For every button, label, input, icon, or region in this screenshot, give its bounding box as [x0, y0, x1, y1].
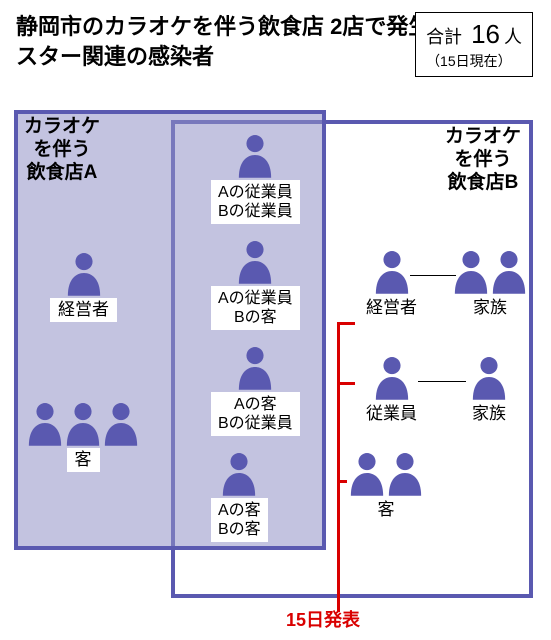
overlap-p3-label: Aの客 Bの従業員	[211, 392, 300, 436]
overlap-p1-label: Aの従業員 Bの従業員	[211, 180, 300, 224]
overlap-p4-group: Aの客 Bの客	[211, 450, 268, 542]
total-unit: 人	[504, 27, 522, 47]
announce-text: 15日発表	[286, 606, 360, 632]
label-a-text: カラオケ を伴う 飲食店A	[24, 116, 100, 183]
label-box-b: カラオケ を伴う 飲食店B	[445, 126, 521, 194]
b-owner-family-label: 家族	[465, 296, 515, 320]
overlap-p3-text: Aの客 Bの従業員	[218, 396, 293, 432]
b-employee-family-label: 家族	[464, 402, 514, 426]
a-customer-icons	[26, 400, 140, 446]
total-count: 16	[471, 19, 500, 49]
overlap-p2-text: Aの従業員 Bの客	[218, 290, 293, 326]
overlap-p2-group: Aの従業員 Bの客	[211, 238, 300, 330]
b-owner-family-icons	[452, 248, 528, 294]
label-b-text: カラオケ を伴う 飲食店B	[445, 126, 521, 193]
line-employee-family	[418, 381, 466, 382]
overlap-p4-text: Aの客 Bの客	[218, 502, 261, 538]
b-customer-label: 客	[370, 498, 403, 522]
red-h-top	[337, 322, 355, 325]
b-employee-icon	[373, 354, 411, 400]
a-owner-label: 経営者	[50, 298, 117, 322]
b-customer-group: 客	[348, 450, 424, 522]
total-box: 合計 16人 （15日現在）	[415, 12, 533, 77]
a-owner-group: 経営者	[50, 250, 117, 322]
overlap-p1-group: Aの従業員 Bの従業員	[211, 132, 300, 224]
overlap-p1-icon	[236, 132, 274, 178]
overlap-p2-label: Aの従業員 Bの客	[211, 286, 300, 330]
b-owner-icon	[373, 248, 411, 294]
b-owner-label: 経営者	[358, 296, 425, 320]
b-customer-icons	[348, 450, 424, 496]
a-customer-label: 客	[67, 448, 100, 472]
b-owner-family-group: 家族	[452, 248, 528, 320]
b-employee-group: 従業員	[358, 354, 425, 426]
red-h-bot	[337, 480, 347, 483]
total-label: 合計	[426, 27, 462, 47]
overlap-p4-icon	[220, 450, 258, 496]
venn-area: カラオケ を伴う 飲食店A カラオケ を伴う 飲食店B 経営者 客 Aの従業員 …	[12, 110, 535, 602]
overlap-p4-label: Aの客 Bの客	[211, 498, 268, 542]
b-employee-label: 従業員	[358, 402, 425, 426]
a-customer-group: 客	[26, 400, 140, 472]
label-box-a: カラオケ を伴う 飲食店A	[24, 116, 100, 184]
overlap-p1-text: Aの従業員 Bの従業員	[218, 184, 293, 220]
b-employee-family-group: 家族	[464, 354, 514, 426]
b-employee-family-icon	[470, 354, 508, 400]
line-owner-family	[410, 275, 456, 276]
b-owner-group: 経営者	[358, 248, 425, 320]
overlap-p2-icon	[236, 238, 274, 284]
red-h-mid	[337, 382, 355, 385]
total-note: （15日現在）	[426, 53, 512, 69]
overlap-p3-icon	[236, 344, 274, 390]
red-v	[337, 322, 340, 612]
overlap-p3-group: Aの客 Bの従業員	[211, 344, 300, 436]
a-owner-icon	[65, 250, 103, 296]
